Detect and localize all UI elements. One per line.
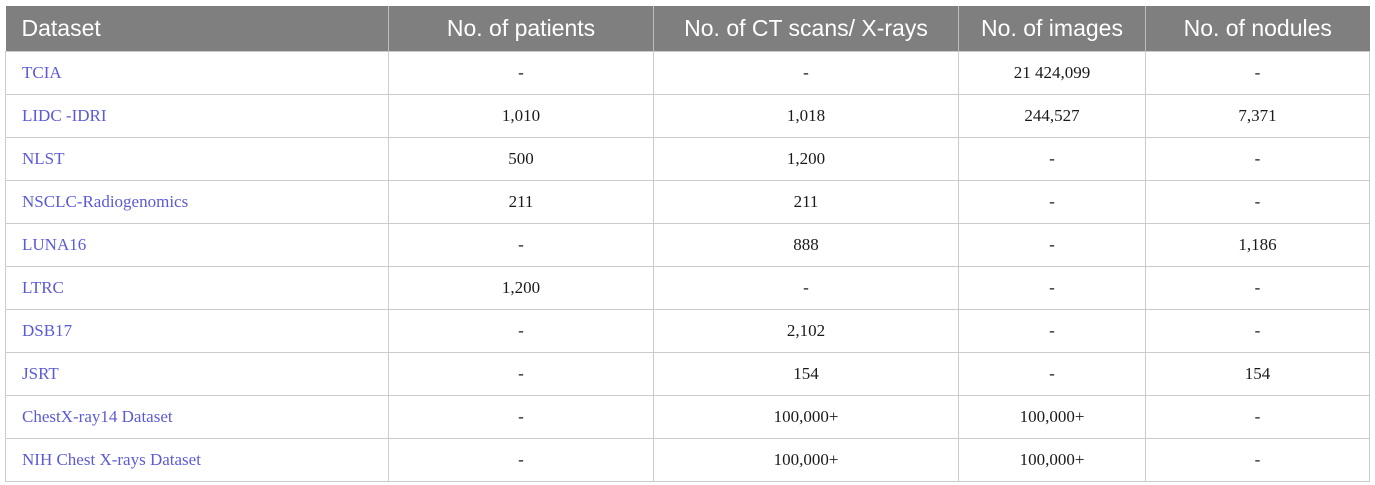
patients-cell: 211 <box>388 179 654 224</box>
dataset-name-cell[interactable]: DSB17 <box>5 308 389 353</box>
ct-scans-cell: 1,018 <box>653 93 959 138</box>
nodules-cell: - <box>1145 308 1370 353</box>
table-row: LTRC 1,200- - - <box>5 265 1370 310</box>
ct-scans-cell: 100,000+ <box>653 394 959 439</box>
table-row: NSCLC-Radiogenomics 211 211- - <box>5 179 1370 224</box>
ct-scans-cell: 100,000+ <box>653 437 959 482</box>
table-row: TCIA - -21 424,099- <box>5 50 1370 95</box>
nodules-cell: - <box>1145 394 1370 439</box>
images-cell: - <box>958 351 1146 396</box>
nodules-cell: 1,186 <box>1145 222 1370 267</box>
ct-scans-cell: 211 <box>653 179 959 224</box>
datasets-table: Dataset No. of patients No. of CT scans/… <box>5 6 1370 482</box>
dataset-name-cell[interactable]: TCIA <box>5 50 389 95</box>
ct-scans-cell: 2,102 <box>653 308 959 353</box>
dataset-name-cell[interactable]: NIH Chest X-rays Dataset <box>5 437 389 482</box>
images-cell: - <box>958 308 1146 353</box>
header-patients: No. of patients <box>388 6 654 51</box>
images-cell: 244,527 <box>958 93 1146 138</box>
patients-cell: - <box>388 351 654 396</box>
dataset-name-cell[interactable]: LUNA16 <box>5 222 389 267</box>
table-row: LUNA16-888-1,186 <box>5 222 1370 267</box>
table-row: NIH Chest X-rays Dataset -100,000+ 100,000… <box>5 437 1370 482</box>
table-row: JSRT -154-154 <box>5 351 1370 396</box>
images-cell: - <box>958 136 1146 181</box>
dataset-name-cell[interactable]: ChestX-ray14 Dataset <box>5 394 389 439</box>
patients-cell: - <box>388 394 654 439</box>
patients-cell: - <box>388 437 654 482</box>
table-body: TCIA - -21 424,099- LIDC -IDRI 1,010 1,018 244… <box>5 50 1370 482</box>
header-images: No. of images <box>958 6 1146 51</box>
table-row: ChestX-ray14 Dataset -100,000+ 100,000+ - <box>5 394 1370 439</box>
ct-scans-cell: 888 <box>653 222 959 267</box>
nodules-cell: - <box>1145 437 1370 482</box>
ct-scans-cell: 1,200 <box>653 136 959 181</box>
patients-cell: - <box>388 308 654 353</box>
dataset-name-cell[interactable]: JSRT <box>5 351 389 396</box>
images-cell: - <box>958 265 1146 310</box>
ct-scans-cell: 154 <box>653 351 959 396</box>
datasets-table-container: Dataset No. of patients No. of CT scans/… <box>5 6 1370 482</box>
table-header: Dataset No. of patients No. of CT scans/… <box>5 6 1370 51</box>
nodules-cell: - <box>1145 136 1370 181</box>
table-row: DSB17-2,102- - <box>5 308 1370 353</box>
header-row: Dataset No. of patients No. of CT scans/… <box>5 6 1370 51</box>
header-nodules: No. of nodules <box>1145 6 1370 51</box>
patients-cell: 500 <box>388 136 654 181</box>
nodules-cell: - <box>1145 265 1370 310</box>
ct-scans-cell: - <box>653 50 959 95</box>
header-dataset: Dataset <box>21 14 101 41</box>
table-row: LIDC -IDRI 1,010 1,018 244,527 7,371 <box>5 93 1370 138</box>
patients-cell: 1,010 <box>388 93 654 138</box>
images-cell: 100,000+ <box>958 437 1146 482</box>
dataset-name-cell[interactable]: LTRC <box>5 265 389 310</box>
images-cell: 100,000+ <box>958 394 1146 439</box>
patients-cell: - <box>388 222 654 267</box>
images-cell: - <box>958 179 1146 224</box>
header-ct-scans: No. of CT scans/ X-rays <box>653 6 959 51</box>
nodules-cell: - <box>1145 50 1370 95</box>
dataset-name-cell[interactable]: NLST <box>5 136 389 181</box>
ct-scans-cell: - <box>653 265 959 310</box>
dataset-name-cell[interactable]: LIDC -IDRI <box>5 93 389 138</box>
images-cell: 21 424,099 <box>958 50 1146 95</box>
dataset-name-cell[interactable]: NSCLC-Radiogenomics <box>5 179 389 224</box>
images-cell: - <box>958 222 1146 267</box>
nodules-cell: - <box>1145 179 1370 224</box>
nodules-cell: 154 <box>1145 351 1370 396</box>
patients-cell: - <box>388 50 654 95</box>
nodules-cell: 7,371 <box>1145 93 1370 138</box>
patients-cell: 1,200 <box>388 265 654 310</box>
table-row: NLST 500 1,200- - <box>5 136 1370 181</box>
